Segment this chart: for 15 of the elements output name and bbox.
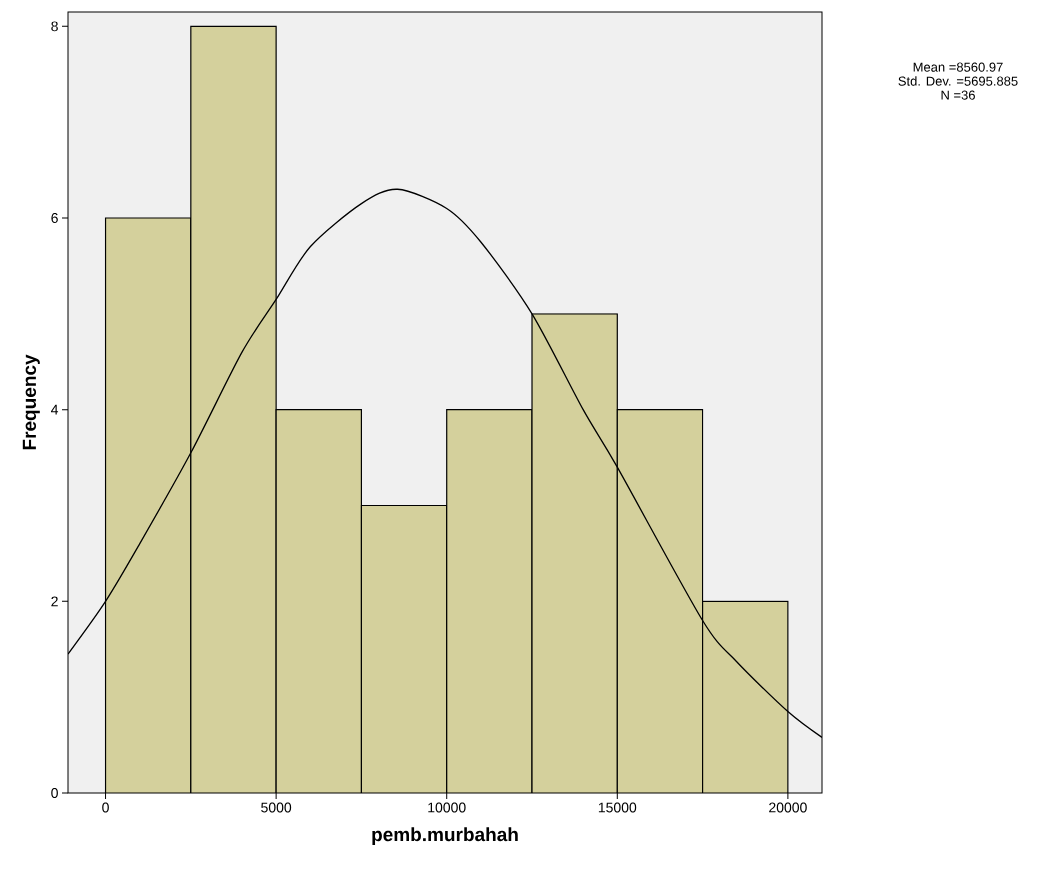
y-tick-label: 8 xyxy=(51,21,58,32)
y-tick-label: 4 xyxy=(51,404,59,415)
y-axis-title: Frequency xyxy=(22,354,40,450)
text: Mean =8560.97 xyxy=(913,62,1003,72)
x-tick-label: 20000 xyxy=(769,802,807,813)
y-tick-label: 0 xyxy=(51,788,58,798)
y-tick-label: 6 xyxy=(51,213,58,223)
text: N =36 xyxy=(941,90,975,100)
x-tick-label: 15000 xyxy=(598,802,637,813)
x-tick-label: 10000 xyxy=(428,802,466,813)
x-tick-label: 0 xyxy=(102,802,109,813)
y-tick-label: 2 xyxy=(51,596,58,607)
x-tick-label: 5000 xyxy=(261,802,292,813)
text: Std. Dev. =5695.885 xyxy=(898,76,1018,86)
x-axis-title: pemb.murbahah xyxy=(372,827,518,845)
